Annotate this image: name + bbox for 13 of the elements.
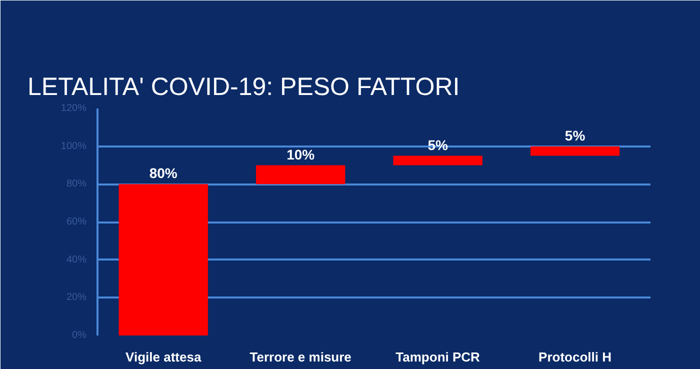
- bar: [393, 156, 482, 166]
- data-label: 5%: [564, 127, 586, 144]
- chart-title: LETALITA' COVID-19: PESO FATTORI: [28, 73, 460, 101]
- bar: [256, 165, 346, 184]
- data-label: 80%: [149, 165, 178, 182]
- bar: [530, 146, 620, 156]
- data-label: 10%: [286, 146, 316, 162]
- data-label: 5%: [428, 136, 448, 153]
- x-tick-label: Tamponi PCR: [396, 350, 481, 364]
- bar: [118, 184, 208, 336]
- x-tick-label: Vigile attesa: [126, 350, 202, 364]
- x-tick-label: Terrore e misure: [250, 350, 352, 364]
- x-tick-label: Protocolli H: [538, 350, 612, 364]
